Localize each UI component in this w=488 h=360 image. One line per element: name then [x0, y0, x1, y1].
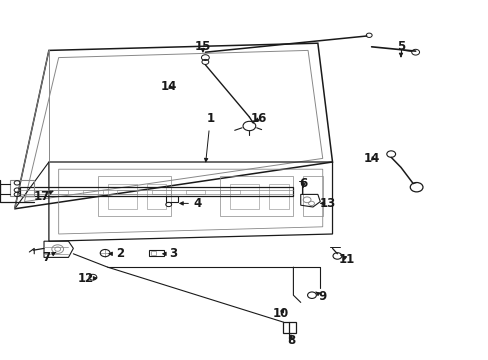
Text: 8: 8 — [286, 334, 294, 347]
Text: 13: 13 — [319, 197, 335, 210]
Text: 16: 16 — [250, 112, 267, 125]
Text: 10: 10 — [272, 307, 289, 320]
Text: 15: 15 — [194, 40, 211, 53]
Text: 5: 5 — [396, 40, 404, 57]
Text: 1: 1 — [204, 112, 214, 162]
Text: 11: 11 — [338, 253, 355, 266]
Bar — [117, 190, 137, 194]
Text: 14: 14 — [160, 80, 177, 93]
Bar — [49, 190, 68, 194]
Text: 6: 6 — [299, 177, 306, 190]
Bar — [282, 322, 296, 333]
Text: 17: 17 — [33, 190, 53, 203]
Text: 4: 4 — [180, 197, 202, 210]
Bar — [185, 190, 205, 194]
Bar — [149, 250, 163, 256]
Bar — [166, 196, 178, 202]
Text: 3: 3 — [163, 247, 177, 260]
Text: 14: 14 — [363, 152, 379, 165]
Bar — [151, 190, 171, 194]
Bar — [220, 190, 239, 194]
Text: 9: 9 — [315, 291, 326, 303]
Text: 2: 2 — [109, 247, 123, 260]
Bar — [150, 251, 155, 255]
Bar — [83, 190, 102, 194]
Text: 7: 7 — [42, 251, 56, 264]
Text: 12: 12 — [77, 273, 97, 285]
